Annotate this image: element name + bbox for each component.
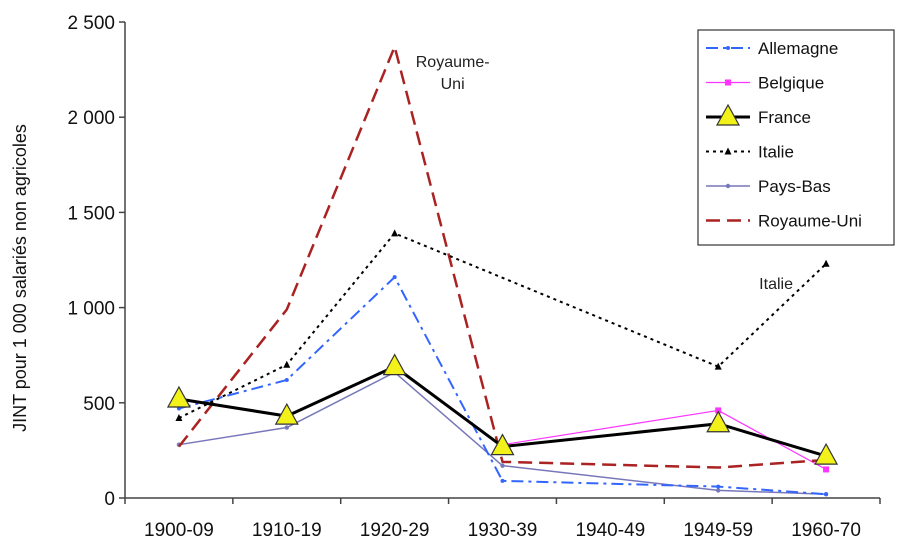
data-point-allemagne — [392, 275, 397, 280]
series-lines — [166, 45, 839, 497]
legend-marker-allemagne — [726, 46, 730, 50]
data-point-allemagne — [500, 478, 505, 483]
data-point-belgique — [823, 466, 830, 473]
y-axis-title: JINT pour 1 000 salariés non agricoles — [10, 124, 30, 432]
series-royaume-uni — [177, 45, 827, 469]
data-point-pays-bas — [500, 463, 505, 468]
data-point-belgique — [715, 407, 722, 414]
series-line-italie — [178, 232, 827, 419]
x-tick-label: 1949-59 — [683, 520, 753, 541]
x-tick-label: 1920-29 — [360, 520, 430, 541]
y-tick-labels: 0 500 1 000 1 500 2 000 2 500 — [67, 13, 115, 510]
data-point-pays-bas — [284, 425, 289, 430]
annotation-royaume-uni: Uni — [441, 76, 465, 93]
x-tick-label: 1900-09 — [144, 520, 214, 541]
x-tick-label: 1960-70 — [791, 520, 861, 541]
series-line-belgique — [502, 409, 827, 470]
annotations: Royaume- Uni Italie — [416, 54, 793, 293]
x-tick-label: 1910-19 — [252, 520, 322, 541]
y-tick-label: 1 000 — [67, 299, 115, 320]
legend: Allemagne Belgique France Italie Pays-Bas Roy… — [697, 29, 895, 246]
data-point-italie — [714, 362, 722, 370]
x-tick-label: 1930-39 — [468, 520, 538, 541]
series-line-france — [178, 365, 827, 458]
data-point-france — [706, 410, 731, 433]
data-point-france — [274, 402, 299, 425]
legend-label-royaume-uni: Royaume-Uni — [758, 212, 862, 231]
legend-marker-belgique — [725, 79, 731, 86]
legend-label-italie: Italie — [758, 143, 794, 162]
data-point-france — [166, 385, 191, 408]
data-point-italie — [283, 360, 291, 368]
x-tick-label: 1940-49 — [575, 520, 645, 541]
y-tick-label: 0 — [104, 489, 115, 510]
data-point-pays-bas — [716, 488, 721, 493]
data-point-france — [382, 353, 407, 376]
y-tick-label: 500 — [83, 394, 115, 415]
data-point-italie — [822, 259, 830, 267]
legend-box — [697, 29, 895, 246]
data-point-france — [814, 442, 839, 465]
axes — [119, 21, 881, 504]
data-point-allemagne — [824, 492, 829, 497]
legend-label-allemagne: Allemagne — [758, 39, 838, 58]
series-pays-bas — [176, 370, 829, 497]
series-france — [166, 353, 839, 465]
series-line-allemagne — [178, 276, 827, 496]
annotation-italie: Italie — [759, 276, 793, 293]
legend-marker-france — [715, 103, 741, 126]
data-point-italie — [391, 229, 399, 237]
legend-label-france: France — [758, 108, 811, 127]
y-tick-label: 1 500 — [67, 203, 115, 224]
legend-label-pays-bas: Pays-Bas — [758, 177, 831, 196]
series-italie — [175, 229, 830, 422]
data-point-italie — [175, 414, 183, 422]
data-point-france — [490, 433, 515, 456]
series-line-pays-bas — [178, 371, 827, 495]
legend-marker-italie — [724, 147, 732, 155]
legend-label-belgique: Belgique — [758, 74, 824, 93]
annotation-royaume-uni: Royaume- — [416, 54, 490, 71]
legend-marker-pays-bas — [725, 183, 731, 189]
y-tick-label: 2 500 — [67, 13, 115, 34]
x-tick-labels: 1900-09 1910-19 1920-29 1930-39 1940-49 1949-… — [144, 520, 861, 541]
data-point-allemagne — [284, 377, 289, 382]
y-tick-label: 2 000 — [67, 108, 115, 129]
data-point-allemagne — [716, 484, 721, 489]
series-line-royaume-uni — [177, 45, 827, 469]
